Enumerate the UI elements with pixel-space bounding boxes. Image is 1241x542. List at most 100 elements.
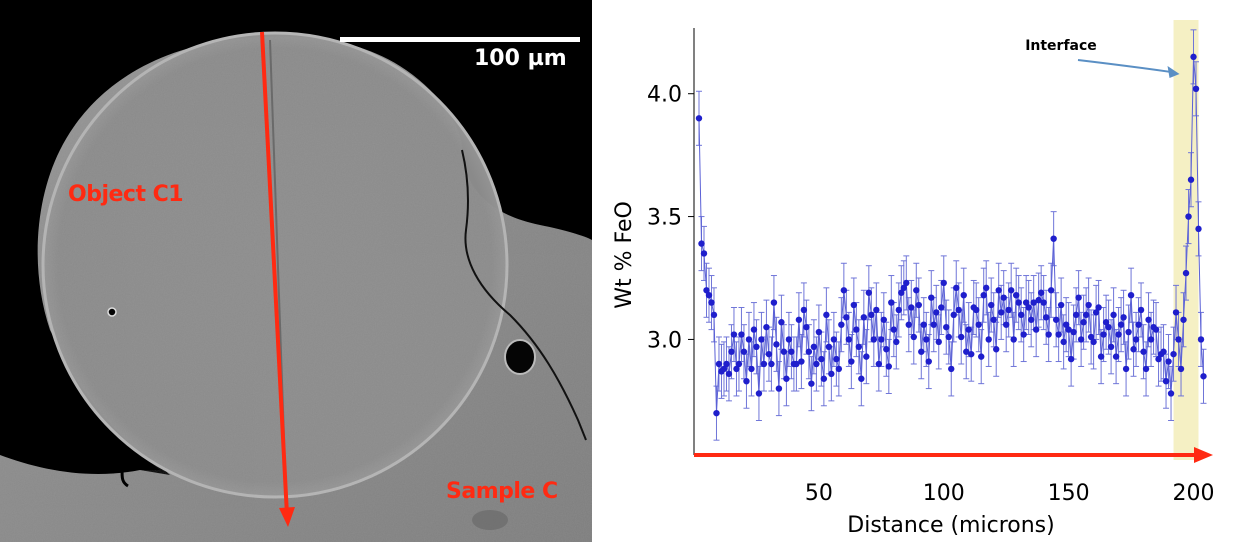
data-point [705, 292, 713, 299]
error-bars [695, 29, 1207, 441]
data-point [783, 375, 790, 382]
data-point [788, 348, 795, 355]
data-point [703, 287, 710, 294]
data-point [708, 299, 715, 306]
micrograph-panel: 100 µm Object C1 Sample C [0, 0, 592, 542]
data-point [1080, 319, 1087, 326]
data-point [820, 375, 828, 382]
data-point [835, 365, 843, 373]
data-point [1012, 292, 1020, 299]
data-point [845, 336, 853, 343]
data-point [1135, 321, 1142, 328]
data-point [1197, 336, 1205, 343]
x-axis-title: Distance (microns) [847, 513, 1054, 538]
data-point [745, 336, 753, 343]
data-point [830, 336, 838, 343]
data-point [1152, 326, 1160, 333]
data-point [848, 358, 855, 365]
data-point [1190, 53, 1197, 61]
data-point [1165, 358, 1172, 365]
data-point [780, 348, 788, 355]
data-point [765, 350, 773, 358]
data-point [1040, 299, 1047, 306]
data-point [1070, 328, 1077, 336]
interface-annotation-label: Interface [1025, 38, 1097, 54]
data-point [743, 378, 750, 385]
data-point [798, 358, 805, 365]
data-point [900, 284, 907, 292]
data-point [1102, 319, 1110, 326]
data-point [1095, 304, 1102, 311]
x-ticks: 50 100 150 200 [805, 481, 1215, 506]
chart-panel: 3.0 3.5 4.0 50 100 150 200 Wt % FeO Distance … [596, 0, 1241, 542]
data-point [1000, 294, 1007, 301]
data-point [933, 309, 940, 316]
data-point [800, 306, 808, 314]
data-point [943, 323, 950, 331]
data-point [748, 365, 755, 373]
data-point [898, 289, 905, 296]
data-point [1137, 306, 1145, 314]
data-point [938, 304, 945, 311]
data-point [873, 306, 880, 314]
data-point [863, 353, 870, 360]
data-point [893, 338, 900, 346]
data-point [878, 336, 885, 343]
data-point [1112, 353, 1120, 360]
data-point [1037, 289, 1045, 296]
data-point [1167, 390, 1175, 397]
data-point [853, 326, 860, 333]
data-point [920, 321, 927, 328]
data-point [1057, 301, 1065, 309]
data-point [695, 115, 703, 122]
data-point [1192, 85, 1200, 93]
data-point [753, 343, 760, 350]
y-axis-title: Wt % FeO [612, 201, 637, 309]
data-point [825, 343, 833, 350]
data-point [785, 336, 793, 343]
data-point [750, 326, 758, 333]
data-point [813, 360, 820, 368]
data-point [913, 287, 920, 294]
x-tick-label: 200 [1173, 481, 1215, 506]
y-tick-label: 3.0 [647, 328, 682, 353]
data-point [1160, 348, 1167, 355]
scale-bar [340, 37, 580, 42]
crack-line [461, 149, 587, 441]
data-point [810, 343, 818, 350]
data-point [995, 287, 1002, 294]
data-point [978, 353, 985, 360]
data-point [1142, 365, 1150, 373]
data-point [715, 360, 723, 368]
traverse-arrow-line [260, 31, 289, 516]
data-point [980, 292, 987, 299]
data-point [1047, 287, 1055, 294]
data-point [883, 346, 890, 353]
data-point [953, 284, 960, 292]
data-point [1177, 365, 1185, 373]
data-point [805, 348, 813, 355]
data-point [1175, 336, 1182, 343]
data-point [975, 321, 982, 328]
data-point [1052, 316, 1060, 323]
data-point [1120, 314, 1127, 321]
interface-annotation-arrowhead [1167, 66, 1180, 79]
data-point [990, 316, 997, 323]
data-point [1002, 321, 1010, 328]
data-point [1115, 331, 1122, 338]
data-point [1145, 316, 1152, 323]
data-point [1030, 299, 1037, 306]
data-point [928, 294, 935, 301]
data-point [1122, 365, 1130, 373]
data-point [890, 326, 898, 333]
x-tick-label: 100 [923, 481, 965, 506]
data-point [1117, 321, 1125, 328]
data-point [843, 314, 850, 321]
data-point [903, 279, 910, 287]
data-point [1180, 316, 1187, 323]
data-point [763, 323, 770, 331]
data-point [965, 326, 972, 333]
data-point [973, 306, 980, 314]
data-point [1042, 314, 1050, 321]
